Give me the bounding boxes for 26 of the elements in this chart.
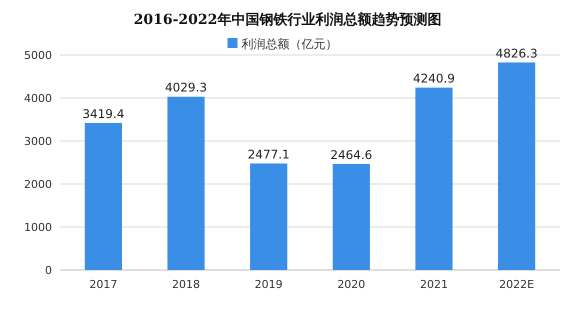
- data-label: 4826.3: [496, 46, 538, 60]
- legend-label: 利润总额（亿元）: [242, 37, 338, 52]
- data-label: 2477.1: [248, 147, 290, 162]
- y-tick-label: 2000: [24, 178, 52, 191]
- data-label: 2464.6: [330, 148, 372, 162]
- x-tick-label: 2017: [89, 278, 118, 291]
- bar: [84, 122, 122, 270]
- x-tick-label: 2021: [420, 278, 448, 291]
- bar: [167, 96, 205, 270]
- y-tick-label: 5000: [24, 48, 52, 62]
- chart-title: 2016-2022年中国钢铁行业利润总额趋势预测图: [134, 11, 442, 28]
- bar: [332, 164, 370, 270]
- x-tick-label: 2018: [172, 278, 200, 291]
- data-label: 4240.9: [412, 72, 455, 86]
- y-tick-label: 4000: [24, 92, 52, 105]
- x-tick-label: 2019: [254, 278, 283, 291]
- bar: [250, 163, 288, 270]
- bar: [498, 62, 536, 270]
- y-tick-label: 1000: [24, 220, 52, 234]
- data-label: 4029.3: [165, 80, 208, 95]
- y-tick-label: 0: [45, 264, 52, 277]
- y-tick-label: 3000: [24, 134, 52, 148]
- x-tick-label: 2020: [337, 278, 366, 291]
- bar: [415, 88, 453, 270]
- data-label: 3419.4: [82, 106, 124, 121]
- x-tick-label: 2022E: [499, 278, 534, 291]
